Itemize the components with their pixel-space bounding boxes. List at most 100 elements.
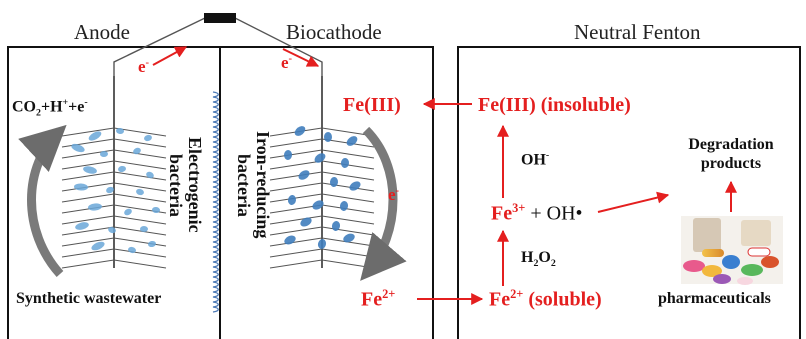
electrode-bristle [269,149,323,159]
electrode-bristle [321,149,375,159]
electrode-bristle [61,259,115,269]
bacterium [152,206,160,214]
bacterium [148,240,156,248]
bacterium [329,177,339,187]
electrode-bristle [113,149,167,159]
resistor [204,13,236,23]
bacterium [331,221,341,231]
fe3-insoluble-label: Fe(III) (insoluble) [478,94,631,116]
bacterium [118,165,126,173]
bacterium [74,183,88,191]
pharmaceuticals-label: pharmaceuticals [658,290,771,307]
bacterium [339,201,349,211]
cathode-wire [234,17,323,76]
bacterium [88,203,102,211]
bacterium [317,239,327,249]
electrode-bristle [269,226,323,236]
bacterium [140,225,148,233]
electrode-bristle [269,215,323,225]
electrode-bristle [321,171,375,181]
iron-reducing-bacteria-label: Iron-reducing bacteria [233,131,273,239]
bacterium [323,132,333,142]
bacterium [343,233,355,243]
bacterium [108,226,116,234]
anode-reaction-label: CO2+H++e- [12,97,88,119]
bacterium [116,127,124,135]
electrode-bristle [269,259,323,269]
bacterium [312,200,324,210]
electrode-bristle [61,226,115,236]
fenton-reactor-box [457,46,801,339]
anode-electron-label: e- [138,57,150,76]
electrode-bristle [321,182,375,192]
bacterium [283,150,293,160]
electrode-bristle [321,215,375,225]
bacterium [349,181,361,191]
bacterium [106,186,114,194]
electrode-bristle [113,182,167,192]
arrow-oh-to-degradation [597,191,670,213]
electrode-bristle [269,171,323,181]
side-electron-label: e- [388,185,400,204]
bacterium [340,158,350,168]
electrode-bristle [113,138,167,148]
fe2-soluble-label: Fe2+ (soluble) [489,287,602,311]
electrode-bristle [113,193,167,203]
electrode-bristle [321,226,375,236]
electrode-bristle [113,248,167,258]
electrode-bristle [113,171,167,181]
bacterium [124,208,132,216]
electrode-bristle [113,160,167,170]
electrode-bristle [61,204,115,214]
oh-minus-label: OH- [521,150,550,169]
electrode-bristle [321,248,375,258]
electrode-bristle [61,171,115,181]
bacterium [75,222,89,230]
anode-flow-arrow [18,124,67,278]
bacterium [298,170,310,180]
electrode-bristle [61,182,115,192]
electrode-bristle [269,182,323,192]
neutral-fenton-header: Neutral Fenton [574,20,701,44]
bacterium [284,235,296,245]
bacterium [71,143,85,153]
degradation-products-label: Degradation products [688,136,774,173]
electrode-bristle [61,160,115,170]
bacterium [314,153,326,163]
anode-electron-arrow [152,46,188,66]
bacterium [83,166,97,174]
fe3-left-label: Fe(III) [343,94,401,116]
anode-electrode [61,76,167,269]
electrode-bristle [113,259,167,269]
electrode-bristle [269,160,323,170]
bacterium [88,131,102,141]
electrode-bristle [61,215,115,225]
anode-header: Anode [74,20,130,44]
electrode-bristle [113,237,167,247]
bacterium [128,246,136,254]
pharmaceuticals-image [681,216,783,285]
cathode-flow-arrow [360,126,407,281]
bacterium [287,195,297,205]
electrode-bristle [269,193,323,203]
electrogenic-bacteria-cells [71,127,160,254]
electrogenic-bacteria-label: Electrogenic bacteria [165,137,205,233]
cathode-electron-label: e- [281,53,293,72]
bacterium [100,150,108,158]
electrode-bristle [113,226,167,236]
electrode-bristle [61,127,115,137]
bacterium [346,136,358,146]
electrode-bristle [61,248,115,258]
iron-reducing-bacteria-cells [283,126,361,249]
bacterium [146,171,154,179]
cathode-electron-arrow [282,48,320,67]
biocathode-header: Biocathode [286,20,382,44]
electrode-bristle [61,193,115,203]
electrode-bristle [269,237,323,247]
electrode-bristle [269,248,323,258]
electrode-bristle [61,138,115,148]
electrode-bristle [321,193,375,203]
membrane-coil [212,91,219,313]
anode-wire [113,17,206,76]
